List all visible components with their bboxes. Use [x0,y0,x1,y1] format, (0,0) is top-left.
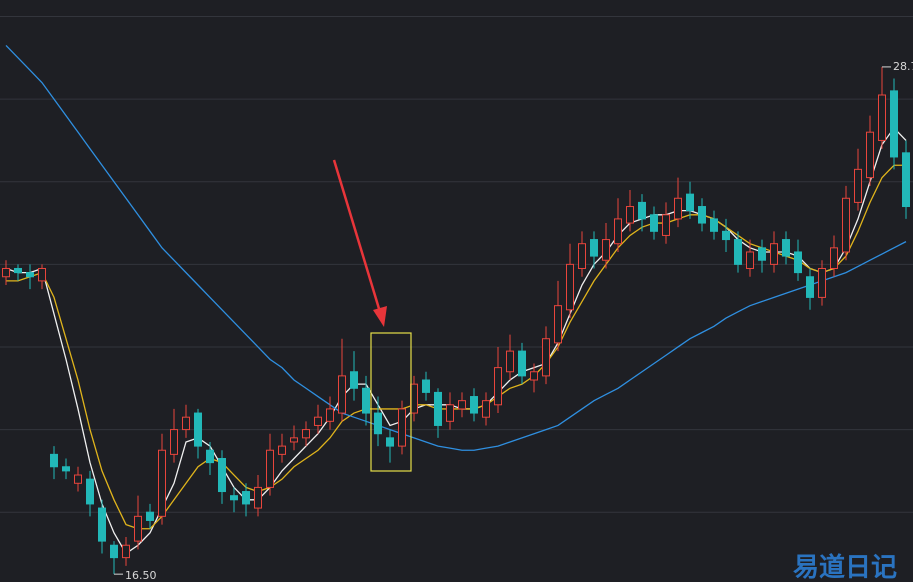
candle-body [446,404,454,422]
candle-body [146,511,154,521]
candle-body [758,247,766,261]
candle-body [614,218,622,245]
ma-line [5,127,907,555]
candles: 28.78 16.50 [2,60,913,582]
candle-body [470,396,478,414]
arrow-shaft [332,159,382,313]
candle-body [698,206,706,224]
candle-body [50,453,58,468]
candle-body [902,152,910,208]
candle-body [26,272,34,278]
ma-line [5,44,907,451]
candle-body [2,267,10,278]
candle-body [530,371,538,381]
candle-body [242,491,250,505]
candle-body [662,214,670,236]
candle-body [746,251,754,269]
candle-body [62,466,70,472]
candle-body [194,412,202,447]
candle-body [422,379,430,393]
candle-body [38,267,46,282]
ma-line [6,164,906,530]
candle-body [650,214,658,232]
candle-body [326,408,334,422]
candle-body [842,197,850,253]
candle-body [890,90,898,158]
candle-body [794,251,802,274]
candle-body [110,544,118,559]
candle-body [818,267,826,298]
candle-body [722,230,730,241]
candle-body [350,371,358,389]
candle-body [806,276,814,298]
candle-body [278,445,286,455]
candle-body [710,218,718,232]
candle-body [638,201,646,220]
candle-body [518,350,526,377]
candle-body [170,429,178,455]
candle-body [158,449,166,517]
candle-body [14,267,22,274]
candle-body [122,544,130,559]
candle-body [542,338,550,377]
candle-body [266,449,274,488]
candle-body [218,457,226,493]
candle-body [506,350,514,373]
candle-body [134,515,142,542]
candle-body [206,449,214,464]
candle-body [458,400,466,410]
candle-body [590,239,598,257]
candle-body [566,263,574,311]
candle-body [398,408,406,447]
candle-body [86,478,94,505]
candle-body [182,416,190,431]
highlight-box [370,332,412,472]
candle-body [290,437,298,443]
candle-body [602,239,610,261]
candle-body [314,416,322,426]
candle-body [362,387,370,414]
candle-body [230,495,238,501]
candle-body [626,206,634,224]
candle-body [74,474,82,484]
moving-averages [5,44,907,555]
candle-body [98,507,106,542]
candle-body [686,193,694,212]
candle-body [770,243,778,265]
candle-body [302,429,310,439]
candle-body [386,437,394,447]
candle-body [674,197,682,220]
candle-body [866,131,874,179]
candle-body [434,391,442,426]
candle-body [782,239,790,257]
arrow-head [373,306,387,327]
candle-body [254,486,262,509]
annotation-label: 16.50 [125,569,157,582]
watermark: 易道日记 [793,552,897,582]
candle-body [494,367,502,406]
candle-body [734,239,742,265]
candle-body [878,94,886,141]
grid [0,16,913,513]
candle-body [374,412,382,435]
candle-body [830,247,838,269]
candle-body [578,243,586,269]
annotation-label: 28.78 [893,60,913,73]
candle-body [854,168,862,203]
candle-body [482,400,490,418]
candle-body [338,375,346,414]
candle-body [554,305,562,344]
